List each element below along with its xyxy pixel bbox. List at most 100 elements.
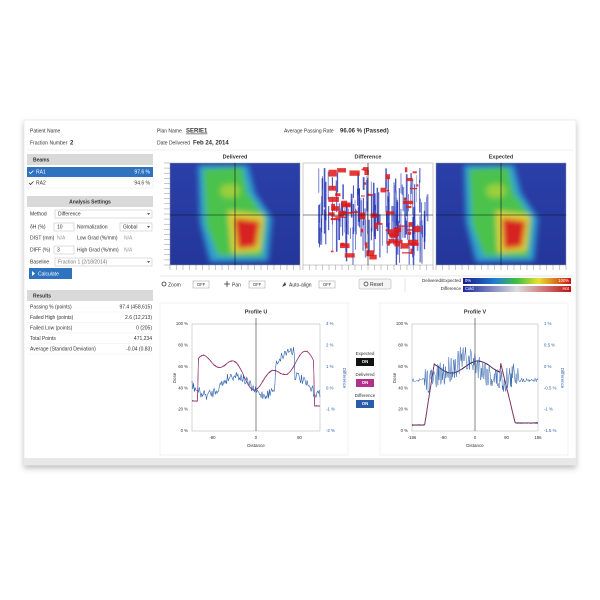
play-icon (32, 271, 35, 276)
y-tick-label: 40 % (178, 385, 188, 390)
difference-hot (397, 225, 409, 227)
difference-hot (339, 243, 350, 249)
tool-label[interactable]: Zoom (168, 282, 181, 288)
difference-streak (386, 212, 388, 254)
difference-hot (408, 222, 413, 227)
y2-tick-label: -0.5 % (544, 385, 557, 390)
button-label[interactable]: Reset (370, 282, 384, 288)
toggle[interactable] (356, 358, 374, 366)
toggle-state[interactable]: OFF (253, 282, 262, 287)
difference-streak (397, 221, 399, 255)
difference-streak (370, 181, 372, 194)
difference-streak (379, 214, 381, 258)
difference-streak (372, 182, 375, 218)
y-tick-label: 60 % (398, 364, 408, 369)
difference-streak (400, 173, 402, 194)
legend-max: 100% (558, 278, 569, 283)
dropdown[interactable] (54, 257, 153, 267)
beam-name: RA2 (36, 180, 46, 186)
difference-hot (338, 211, 345, 217)
difference-streak (399, 224, 402, 243)
y-tick-label: 20 % (178, 407, 188, 412)
result-value: 471,234 (134, 336, 152, 342)
dose-blobs (464, 165, 538, 262)
difference-streak (386, 211, 388, 227)
label: N/A (57, 235, 66, 241)
field-label: Date Delivered (157, 140, 190, 146)
toggle-state[interactable]: OFF (323, 282, 332, 287)
difference-streak (410, 173, 412, 194)
difference-hot (363, 167, 369, 171)
label: N/A (124, 247, 133, 253)
bottom-bar (24, 458, 576, 465)
difference-hot (341, 202, 351, 208)
y-tick-label: 100 % (396, 321, 408, 326)
field-label: Plan Name (157, 128, 182, 134)
x-tick-label: 196 (534, 435, 542, 440)
difference-hot (407, 231, 412, 235)
dropdown[interactable] (54, 209, 153, 219)
difference-streak (332, 209, 334, 251)
toggle-state[interactable]: OFF (197, 282, 206, 287)
y2-tick-label: 0.5 % (544, 343, 555, 348)
label: Normalization (77, 224, 108, 230)
dropdown[interactable] (119, 222, 153, 232)
toggle-state[interactable]: ON (362, 380, 368, 385)
label: DIST (mm) (30, 235, 55, 241)
difference-streak (358, 188, 360, 222)
toggle[interactable] (318, 280, 336, 289)
difference-streak (395, 215, 397, 226)
toggle[interactable] (356, 379, 374, 387)
beam-row-selected[interactable] (27, 167, 153, 177)
difference-hot (400, 239, 403, 244)
difference-streak (381, 225, 383, 246)
check-icon (28, 170, 34, 175)
reset-button[interactable] (358, 278, 392, 290)
input[interactable] (53, 222, 75, 232)
difference-hot (360, 195, 365, 197)
difference-hot (389, 239, 399, 244)
button-label[interactable]: Calculate (38, 271, 59, 277)
difference-streak (376, 187, 379, 225)
toggle[interactable] (192, 280, 210, 289)
difference-streak (393, 206, 396, 237)
calculate-button[interactable] (29, 268, 72, 279)
beam-row[interactable] (26, 177, 154, 189)
difference-hot (365, 242, 368, 249)
section-header (27, 154, 153, 165)
difference-hot (335, 193, 341, 197)
toggle-state[interactable]: ON (362, 359, 368, 364)
y2-tick-label: 0 % (326, 385, 334, 390)
difference-streak (355, 209, 357, 235)
difference-streak (410, 184, 412, 206)
difference-streak (426, 196, 428, 217)
difference-streak (331, 177, 333, 190)
dropdown-arrow (147, 261, 150, 263)
difference-hot (401, 252, 412, 254)
label: Method (30, 211, 47, 217)
difference-hot (328, 169, 337, 177)
y2-axis-label: Difference (560, 368, 565, 389)
toggle-state[interactable]: ON (362, 401, 368, 406)
image-title: Difference (355, 154, 382, 160)
y-tick-label: 60 % (178, 364, 188, 369)
legend-min: Cold (465, 286, 474, 291)
difference-hot (349, 170, 360, 176)
field-value: 2 (70, 141, 74, 147)
difference-hot (389, 233, 399, 238)
difference-hot (328, 196, 339, 202)
toggle[interactable] (356, 400, 374, 408)
difference-streak (352, 185, 354, 198)
zoom-icon (161, 281, 167, 287)
difference-hot (406, 205, 412, 209)
x-tick-label: 90 (504, 435, 509, 440)
tool-label[interactable]: Pan (232, 282, 241, 288)
profile-title: Profile U (245, 309, 268, 315)
difference-streak (414, 206, 416, 231)
difference-streak (412, 179, 414, 215)
input[interactable] (53, 245, 75, 255)
tool-label[interactable]: Auto-align (289, 282, 312, 288)
difference-streak (396, 202, 399, 235)
difference-streak (422, 225, 424, 238)
toggle[interactable] (248, 280, 266, 289)
